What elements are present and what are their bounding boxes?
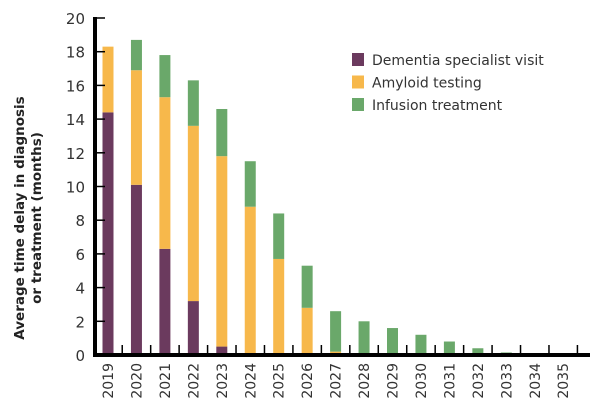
y-axis-title: Average time delay in diagnosis or treat…: [12, 96, 45, 339]
x-tick-label-2020: 2020: [129, 363, 145, 399]
bar-2029-infusion-treatment: [387, 328, 398, 355]
bar-2025-amyloid-testing: [273, 258, 285, 355]
y-tick-label-18: 18: [66, 44, 85, 62]
bar-2020-amyloid-testing: [130, 70, 142, 185]
bar-2022-dementia-specialist-visit: [187, 301, 199, 355]
bar-2021-infusion-treatment: [159, 55, 171, 98]
x-tick-label-2032: 2032: [471, 363, 487, 399]
y-tick-label-2: 2: [75, 313, 85, 331]
y-tick-label-4: 4: [75, 280, 85, 298]
bar-2022-amyloid-testing: [187, 125, 199, 302]
legend-label-amyloid-testing: Amyloid testing: [372, 76, 482, 92]
legend-swatch-dementia-specialist-visit: [352, 53, 364, 66]
bar-2031-infusion-treatment: [443, 341, 455, 355]
y-axis-title-line-2: or treatment (months): [29, 132, 45, 304]
bars-group: [102, 39, 512, 355]
legend-label-infusion-treatment: Infusion treatment: [372, 98, 503, 114]
x-axis: 2019 2020 2021 2022 2023 2024 2025 2026 2027 2028…: [93, 345, 590, 399]
bar-2022-infusion-treatment: [187, 80, 199, 126]
bar-2023-amyloid-testing: [216, 156, 228, 347]
bar-2026-amyloid-testing: [301, 307, 313, 355]
x-tick-label-2024: 2024: [243, 363, 259, 399]
y-tick-label-10: 10: [66, 179, 85, 197]
x-tick-label-2025: 2025: [272, 363, 288, 399]
x-tick-label-2023: 2023: [215, 363, 231, 399]
legend: Dementia specialist visit Amyloid testing…: [352, 53, 544, 114]
bar-2028-infusion-treatment: [358, 321, 370, 355]
y-tick-label-16: 16: [66, 77, 85, 95]
y-tick-label-0: 0: [75, 347, 85, 365]
legend-swatch-amyloid-testing: [352, 75, 364, 89]
x-tick-label-2035: 2035: [556, 363, 572, 399]
y-tick-label-12: 12: [66, 145, 85, 163]
legend-label-dementia-specialist-visit: Dementia specialist visit: [372, 53, 544, 69]
x-tick-label-2026: 2026: [300, 363, 316, 399]
bar-2021-amyloid-testing: [159, 97, 171, 249]
y-tick-label-20: 20: [66, 10, 85, 28]
x-tick-label-2027: 2027: [329, 363, 345, 399]
bar-2023-dementia-specialist-visit: [216, 346, 228, 355]
y-tick-label-6: 6: [75, 246, 85, 264]
bar-2021-dementia-specialist-visit: [159, 248, 171, 355]
bar-2030-infusion-treatment: [415, 334, 427, 355]
bar-2027-infusion-treatment: [330, 311, 342, 352]
bar-2024-amyloid-testing: [244, 206, 256, 355]
bar-2023-infusion-treatment: [216, 108, 228, 157]
x-tick-label-2022: 2022: [186, 363, 202, 399]
bar-2024-infusion-treatment: [244, 161, 256, 207]
bar-2019-amyloid-testing: [102, 46, 114, 113]
x-tick-label-2031: 2031: [442, 363, 458, 399]
x-tick-label-2019: 2019: [101, 363, 117, 399]
bar-2020-dementia-specialist-visit: [130, 184, 142, 355]
y-axis-title-line-1: Average time delay in diagnosis: [12, 96, 28, 339]
y-tick-label-14: 14: [66, 111, 85, 129]
legend-swatch-infusion-treatment: [352, 98, 364, 111]
y-tick-label-8: 8: [75, 212, 85, 230]
x-tick-label-2029: 2029: [386, 363, 402, 399]
bar-2032-infusion-treatment: [472, 348, 484, 355]
x-tick-label-2030: 2030: [414, 363, 430, 399]
bar-2019-dementia-specialist-visit: [102, 112, 114, 355]
y-axis: 0 2 4 6 8 10 12 14 16 18 20: [66, 10, 105, 365]
bar-2025-infusion-treatment: [273, 213, 285, 259]
x-tick-label-2033: 2033: [499, 363, 515, 399]
x-tick-label-2028: 2028: [357, 363, 373, 399]
x-tick-label-2021: 2021: [158, 363, 174, 399]
bar-2026-infusion-treatment: [301, 265, 313, 308]
bar-2020-infusion-treatment: [130, 39, 142, 71]
x-tick-label-2034: 2034: [528, 363, 544, 399]
